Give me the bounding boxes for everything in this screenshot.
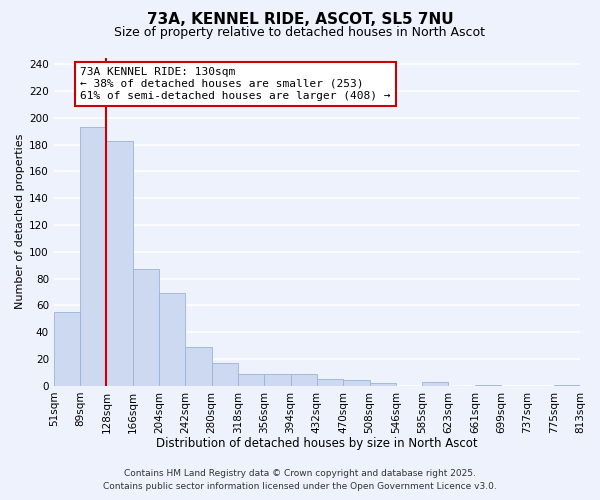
- Bar: [422, 382, 448, 386]
- Bar: [212, 363, 238, 386]
- Text: Size of property relative to detached houses in North Ascot: Size of property relative to detached ho…: [115, 26, 485, 39]
- Bar: [238, 374, 264, 386]
- Text: 73A, KENNEL RIDE, ASCOT, SL5 7NU: 73A, KENNEL RIDE, ASCOT, SL5 7NU: [146, 12, 454, 28]
- Bar: [80, 127, 106, 386]
- Bar: [159, 294, 185, 386]
- Bar: [317, 379, 343, 386]
- Bar: [264, 374, 290, 386]
- Text: Contains HM Land Registry data © Crown copyright and database right 2025.
Contai: Contains HM Land Registry data © Crown c…: [103, 469, 497, 491]
- Bar: [133, 270, 159, 386]
- Bar: [370, 383, 396, 386]
- Bar: [475, 384, 501, 386]
- Bar: [343, 380, 370, 386]
- Y-axis label: Number of detached properties: Number of detached properties: [15, 134, 25, 310]
- Bar: [54, 312, 80, 386]
- Bar: [106, 140, 133, 386]
- Bar: [554, 384, 580, 386]
- Bar: [185, 347, 212, 386]
- Text: 73A KENNEL RIDE: 130sqm
← 38% of detached houses are smaller (253)
61% of semi-d: 73A KENNEL RIDE: 130sqm ← 38% of detache…: [80, 68, 391, 100]
- X-axis label: Distribution of detached houses by size in North Ascot: Distribution of detached houses by size …: [156, 437, 478, 450]
- Bar: [290, 374, 317, 386]
